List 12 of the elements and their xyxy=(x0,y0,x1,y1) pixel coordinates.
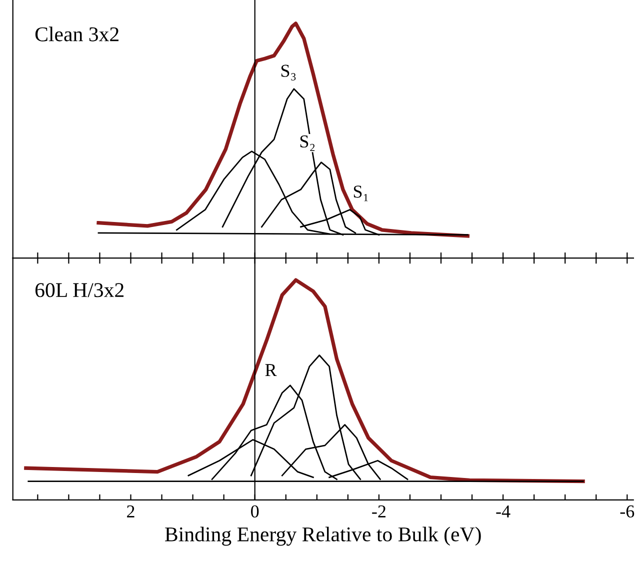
annotation: R xyxy=(265,364,277,376)
annotation: Clean 3x2 xyxy=(35,26,118,42)
x-axis-title: Binding Energy Relative to Bulk (eV) xyxy=(165,526,481,546)
x-tick-label: -2 xyxy=(372,505,386,518)
annotation: S₁ xyxy=(354,186,368,202)
x-tick-label: -4 xyxy=(496,505,510,518)
x-tick-label: -6 xyxy=(620,505,634,518)
x-tick-label: 2 xyxy=(127,505,134,518)
annotation: S₂ xyxy=(300,135,315,152)
x-tick-label: 0 xyxy=(251,505,259,518)
annotation: S₃ xyxy=(281,64,296,80)
annotation: 60L H/3x2 xyxy=(35,283,124,298)
